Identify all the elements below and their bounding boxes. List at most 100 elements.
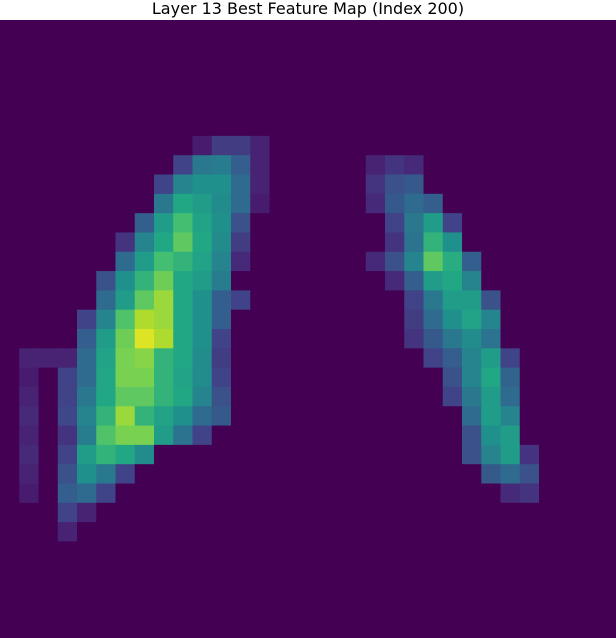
heatmap-cell [77,618,97,638]
heatmap-cell [211,97,232,118]
heatmap-cell [385,444,405,465]
heatmap-cell [211,618,232,638]
heatmap-cell [365,386,386,407]
heatmap-cell [346,580,367,600]
heatmap-cell [442,425,463,446]
heatmap-cell [288,155,309,176]
heatmap-cell [77,155,97,176]
heatmap-cell [442,155,463,176]
heatmap-cell [423,20,444,40]
heatmap-cell [404,309,425,330]
heatmap-cell [481,193,502,214]
heatmap-cell [211,20,232,40]
heatmap-cell [385,348,405,369]
heatmap-cell [500,444,521,465]
heatmap-cell [269,522,290,543]
heatmap-cell [38,193,59,214]
heatmap-cell [500,135,521,156]
heatmap-cell [558,522,579,543]
chart-title: Layer 13 Best Feature Map (Index 200) [151,0,465,18]
heatmap-cell [385,367,405,388]
heatmap-cell [134,116,155,137]
heatmap-cell [539,464,559,485]
heatmap-cell [577,329,598,349]
heatmap-cell [96,290,117,311]
heatmap-cell [500,329,521,349]
heatmap-cell [539,502,559,523]
heatmap-cell [481,599,502,620]
heatmap-cell [0,599,20,620]
heatmap-cell [577,560,598,581]
heatmap-cell [0,97,20,118]
heatmap-cell [57,483,78,504]
heatmap-cell [250,20,271,40]
heatmap-cell [288,599,309,620]
heatmap-cell [192,367,213,388]
heatmap-cell [442,599,463,620]
heatmap-cell [596,232,616,253]
heatmap-cell [558,155,579,176]
heatmap-cell [211,348,232,369]
heatmap-cell [365,367,386,388]
heatmap-cell [596,483,616,504]
heatmap-cell [250,522,271,543]
heatmap-cell [327,174,348,195]
heatmap-cell [0,541,20,562]
heatmap-cell [19,367,40,388]
heatmap-cell [385,97,405,118]
heatmap-cell [77,522,97,543]
heatmap-cell [96,39,117,60]
heatmap-cell [211,135,232,156]
heatmap-cell [519,271,540,291]
heatmap-cell [134,155,155,176]
heatmap-cell [308,386,328,407]
heatmap-cell [558,290,579,311]
heatmap-cell [308,560,328,581]
heatmap-cell [500,116,521,137]
heatmap-cell [96,193,117,214]
heatmap-cell [19,116,40,137]
heatmap-cell [539,290,559,311]
heatmap-cell [500,580,521,600]
heatmap-cell [38,618,59,638]
heatmap-cell [442,39,463,60]
heatmap-cell [154,348,174,369]
heatmap-cell [558,580,579,600]
heatmap-cell [519,309,540,330]
heatmap-cell [365,502,386,523]
heatmap-cell [57,135,78,156]
heatmap-cell [115,155,136,176]
heatmap-cell [288,135,309,156]
heatmap-cell [481,580,502,600]
heatmap-cell [19,464,40,485]
heatmap-cell [308,464,328,485]
heatmap-cell [423,213,444,234]
heatmap-cell [481,560,502,581]
heatmap-cell [96,599,117,620]
heatmap-cell [250,97,271,118]
heatmap-cell [250,174,271,195]
heatmap-cell [173,135,194,156]
heatmap-cell [269,386,290,407]
heatmap-cell [57,97,78,118]
heatmap-cell [288,618,309,638]
heatmap-cell [115,135,136,156]
heatmap-cell [462,580,482,600]
heatmap-cell [19,483,40,504]
heatmap-cell [192,425,213,446]
heatmap-cell [519,560,540,581]
heatmap-cell [346,20,367,40]
heatmap-cell [596,174,616,195]
heatmap-cell [327,406,348,427]
heatmap-cell [57,444,78,465]
heatmap-cell [500,174,521,195]
heatmap-cell [96,309,117,330]
heatmap-cell [231,232,251,253]
heatmap-cell [57,367,78,388]
heatmap-cell [115,20,136,40]
heatmap-cell [481,174,502,195]
heatmap-cell [57,599,78,620]
heatmap-cell [596,522,616,543]
heatmap-cell [558,425,579,446]
heatmap-cell [308,97,328,118]
